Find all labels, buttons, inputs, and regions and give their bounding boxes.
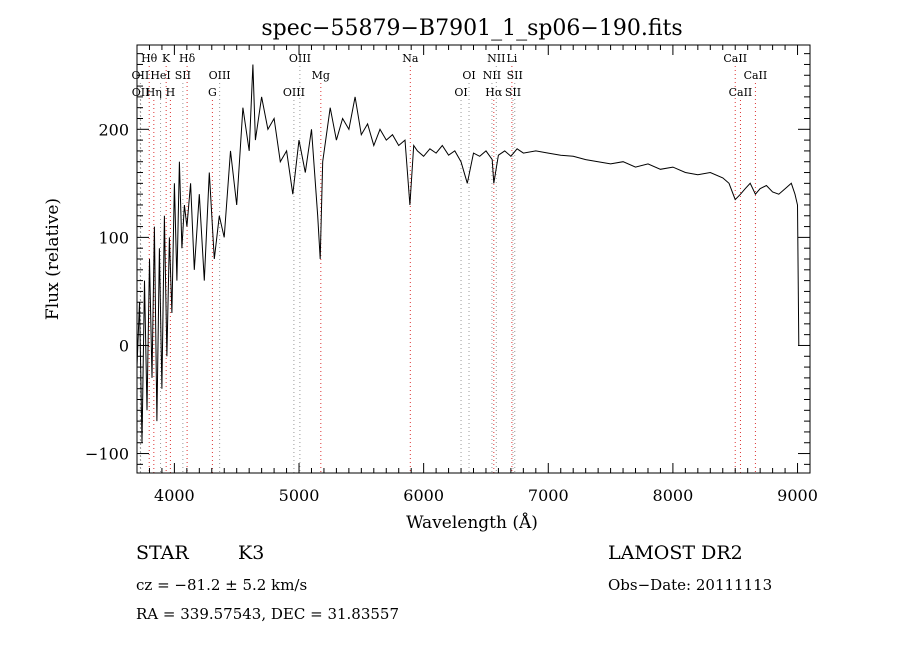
spectral-line-label: Hη (146, 86, 162, 99)
spectral-line-markers (139, 66, 756, 473)
object-class: STAR (136, 542, 189, 564)
spectral-line-label: OIII (283, 86, 305, 99)
spectral-line-label: SII (175, 69, 191, 82)
y-tick-label: 200 (98, 120, 129, 139)
plot-frame (136, 44, 811, 474)
spectral-line-label: OIII (209, 69, 231, 82)
spectral-line-label: G (208, 86, 217, 99)
x-tick-label: 4000 (154, 486, 195, 505)
spectrum-series-line (136, 64, 800, 443)
observation-date: Obs−Date: 20111113 (608, 576, 773, 594)
y-tick-label: 0 (119, 336, 129, 355)
x-axis-label: Wavelength (Å) (406, 512, 538, 533)
spectral-line-label: CaII (723, 52, 747, 65)
spectral-line-label: Na (402, 52, 419, 65)
spectral-line-label: OI (454, 86, 467, 99)
spectral-line-label: OIII (289, 52, 311, 65)
spectral-line-label: OII (132, 86, 150, 99)
spectral-line-label: CaII (729, 86, 753, 99)
x-tick-label: 6000 (403, 486, 444, 505)
spectral-line-label: K (162, 52, 171, 65)
y-axis-label: Flux (relative) (43, 198, 63, 320)
y-tick-label: 100 (98, 228, 129, 247)
spectral-line-label: Hδ (179, 52, 196, 65)
spectral-line-label: Mg (312, 69, 330, 82)
data-release: LAMOST DR2 (608, 542, 743, 564)
object-subclass: K3 (238, 542, 265, 564)
spectral-line-label: Hθ (141, 52, 158, 65)
coordinates: RA = 339.57543, DEC = 31.83557 (136, 605, 400, 623)
spectral-line-label: Hα (485, 86, 503, 99)
x-tick-label: 9000 (777, 486, 818, 505)
x-tick-label: 5000 (279, 486, 320, 505)
chart-title: spec−55879−B7901_1_sp06−190.fits (261, 16, 682, 41)
spectral-line-label: H (166, 86, 176, 99)
spectral-line-label: Li (506, 52, 517, 65)
y-axis-ticks: −100 0 100 200 (85, 53, 810, 465)
spectral-line-label: NII (483, 69, 501, 82)
y-tick-label: −100 (85, 445, 129, 464)
spectral-line-label: HeI (150, 69, 170, 82)
spectral-line-label: CaII (744, 69, 768, 82)
spectral-line-label: OI (462, 69, 475, 82)
spectral-line-label: NII (487, 52, 505, 65)
redshift-velocity: cz = −81.2 ± 5.2 km/s (136, 576, 308, 594)
x-tick-label: 8000 (653, 486, 694, 505)
x-tick-label: 7000 (528, 486, 569, 505)
x-axis-ticks: 4000 5000 6000 7000 8000 9000 (136, 45, 818, 505)
spectral-line-label: SII (505, 86, 521, 99)
spectral-line-label: SII (507, 69, 523, 82)
